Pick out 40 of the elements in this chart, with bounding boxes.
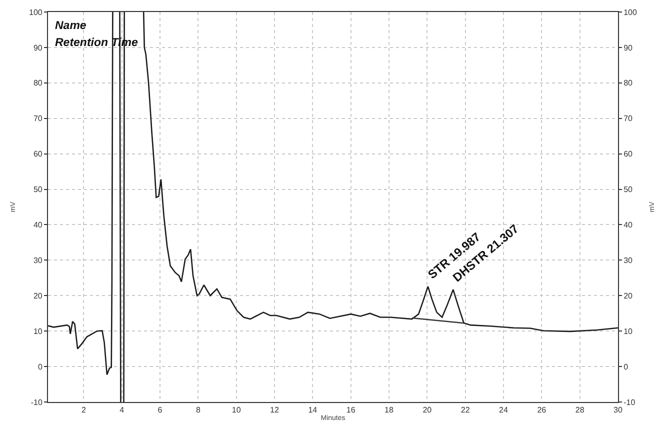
y2-tick-label: 60	[624, 150, 634, 159]
y-tick-label: 90	[33, 43, 43, 52]
x-tick-label: 2	[81, 406, 86, 415]
x-tick-label: 16	[346, 406, 356, 415]
y-tick-label: 60	[33, 150, 43, 159]
x-tick-label: 12	[270, 406, 280, 415]
x-tick-label: 30	[614, 406, 623, 415]
y-tick-label: 80	[33, 78, 43, 88]
x-tick-label: 22	[460, 406, 470, 415]
y-tick-label: 20	[33, 291, 43, 300]
x-tick-label: 4	[120, 406, 125, 415]
y2-tick-label: 30	[624, 256, 634, 265]
x-tick-label: 18	[384, 406, 394, 415]
y-tick-label: 30	[33, 256, 43, 265]
y2-tick-label: 0	[624, 362, 629, 372]
y-tick-label: 0	[38, 362, 43, 372]
x-tick-label: 10	[232, 406, 242, 415]
x-tick-label: 20	[422, 406, 432, 415]
y2-tick-label: 100	[624, 8, 638, 17]
y2-tick-label: 90	[624, 43, 634, 52]
x-tick-label: 8	[196, 406, 201, 415]
y2-tick-label: 40	[624, 220, 634, 230]
y2-tick-label: 70	[624, 114, 634, 124]
x-tick-label: 6	[158, 406, 163, 415]
x-tick-label: 28	[575, 406, 585, 415]
y2-tick-label: -10	[624, 398, 636, 407]
y2-tick-label: 10	[624, 326, 634, 336]
y-tick-label: 50	[33, 185, 43, 194]
annotation: Name	[55, 20, 87, 32]
y2-tick-label: 80	[624, 78, 634, 88]
x-tick-label: 26	[537, 406, 547, 415]
y2-tick-label: 50	[624, 185, 634, 194]
x-tick-label: 14	[308, 406, 318, 415]
y-tick-label: 40	[33, 220, 43, 230]
y-tick-label: 100	[29, 8, 43, 17]
y-tick-label: 70	[33, 114, 43, 124]
x-tick-label: 24	[499, 406, 508, 415]
y-tick-label: 10	[33, 326, 43, 336]
y2-tick-label: 20	[624, 291, 634, 300]
y-tick-label: -10	[30, 398, 43, 407]
